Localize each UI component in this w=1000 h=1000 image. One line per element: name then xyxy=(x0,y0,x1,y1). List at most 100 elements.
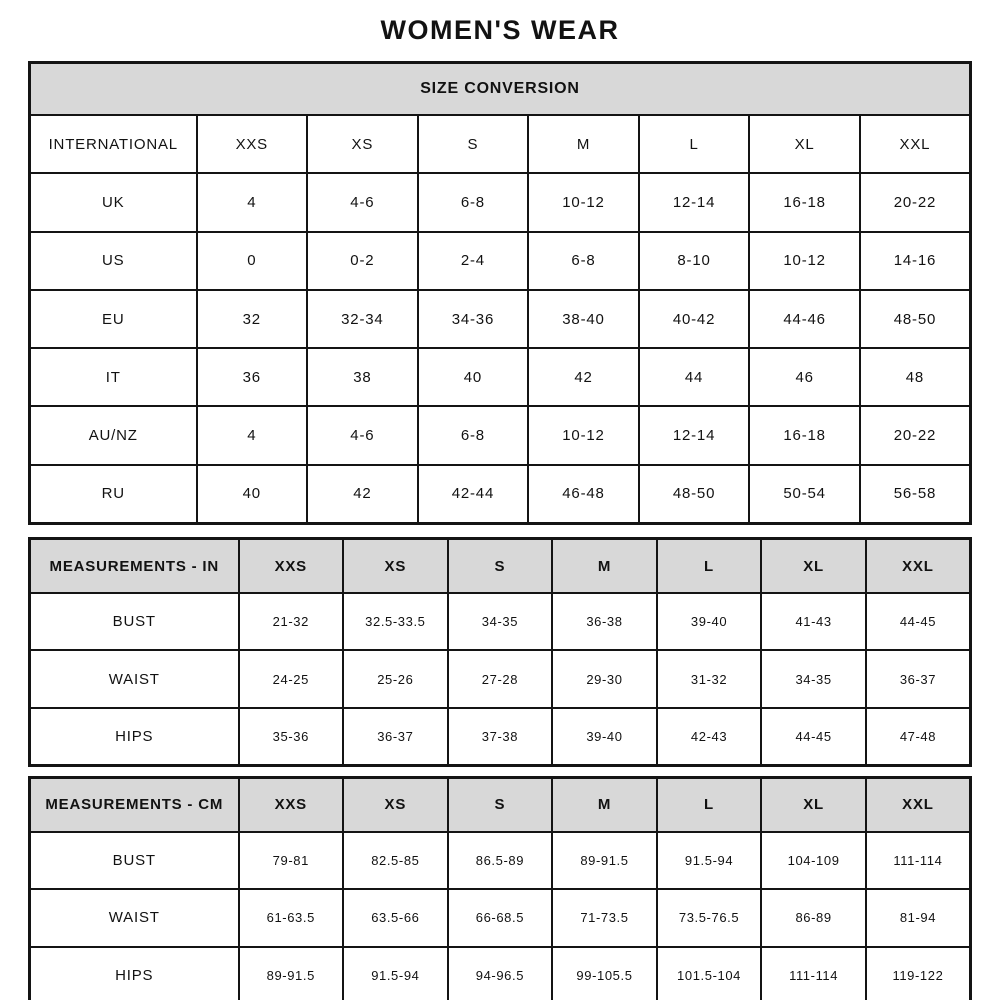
size-value: 38 xyxy=(306,347,419,408)
measurements-in-table: MEASUREMENTS - IN XXS XS S M L XL XXL BUST 21-32… xyxy=(28,537,972,767)
measurements-in-header-row: MEASUREMENTS - IN XXS XS S M L XL XXL xyxy=(28,537,972,595)
measurement-value: 86.5-89 xyxy=(446,830,554,891)
size-value: 48-50 xyxy=(858,288,972,350)
measurements-in-row: WAIST 24-25 25-26 27-28 29-30 31-32 34-35 36-37 xyxy=(28,649,972,709)
size-value: 42 xyxy=(306,463,419,525)
measurements-cm-header-row: MEASUREMENTS - CM XXS XS S M L XL XXL xyxy=(28,776,972,833)
measurements-cm-table: MEASUREMENTS - CM XXS XS S M L XL XXL BUST 79-81… xyxy=(28,775,972,1000)
measurements-in-head: MEASUREMENTS - IN XXS XS S M L XL XXL xyxy=(28,537,972,595)
measurement-value: 63.5-66 xyxy=(342,888,449,948)
measurement-value: 39-40 xyxy=(655,592,763,652)
size-column-header: XXL xyxy=(864,537,972,595)
region-label: RU xyxy=(28,463,198,525)
measurement-value: 25-26 xyxy=(342,649,449,709)
size-column-header: XS xyxy=(306,113,419,175)
measurement-value: 29-30 xyxy=(551,649,658,709)
size-value: 6-8 xyxy=(416,405,530,466)
size-column-header: S xyxy=(416,113,530,175)
size-value: 10-12 xyxy=(527,172,640,233)
measurement-value: 89-91.5 xyxy=(551,830,658,891)
size-conversion-row: AU/NZ 4 4-6 6-8 10-12 12-14 16-18 20-22 xyxy=(28,405,972,466)
region-label: US xyxy=(28,230,198,291)
size-value: 40 xyxy=(195,463,309,525)
size-column-header: L xyxy=(655,537,763,595)
size-column-header: M xyxy=(551,776,658,833)
region-label: IT xyxy=(28,347,198,408)
measurement-value: 66-68.5 xyxy=(446,888,554,948)
size-conversion-table: SIZE CONVERSION INTERNATIONAL XXS XS S M L XL X… xyxy=(28,61,972,526)
measurements-cm-row: BUST 79-81 82.5-85 86.5-89 89-91.5 91.5-94 104… xyxy=(28,830,972,891)
region-label: EU xyxy=(28,288,198,350)
size-conversion-row: RU 40 42 42-44 46-48 48-50 50-54 56-58 xyxy=(28,463,972,525)
size-column-header: XS xyxy=(342,537,449,595)
measurement-value: 99-105.5 xyxy=(551,945,658,1000)
measurement-value: 31-32 xyxy=(655,649,763,709)
measurement-value: 82.5-85 xyxy=(342,830,449,891)
system-column-header: INTERNATIONAL xyxy=(28,113,198,175)
size-value: 44-46 xyxy=(748,288,861,350)
size-column-header: L xyxy=(637,113,751,175)
measurement-value: 42-43 xyxy=(655,706,763,767)
size-value: 20-22 xyxy=(858,405,972,466)
measurement-value: 39-40 xyxy=(551,706,658,767)
size-column-header: XL xyxy=(760,776,867,833)
size-value: 48-50 xyxy=(637,463,751,525)
size-value: 4 xyxy=(195,172,309,233)
measurement-value: 41-43 xyxy=(760,592,867,652)
measurement-label: HIPS xyxy=(28,945,240,1000)
size-value: 6-8 xyxy=(527,230,640,291)
measurement-value: 35-36 xyxy=(237,706,345,767)
measurement-value: 94-96.5 xyxy=(446,945,554,1000)
measurements-cm-row: WAIST 61-63.5 63.5-66 66-68.5 71-73.5 73.5-76… xyxy=(28,888,972,948)
measurement-value: 61-63.5 xyxy=(237,888,345,948)
measurement-value: 34-35 xyxy=(446,592,554,652)
measurement-value: 73.5-76.5 xyxy=(655,888,763,948)
measurement-value: 91.5-94 xyxy=(342,945,449,1000)
size-column-header: S xyxy=(446,537,554,595)
size-value: 48 xyxy=(858,347,972,408)
measurements-cm-title: MEASUREMENTS - CM xyxy=(28,776,240,833)
size-value: 8-10 xyxy=(637,230,751,291)
measurement-value: 89-91.5 xyxy=(237,945,345,1000)
size-value: 32 xyxy=(195,288,309,350)
size-conversion-row: UK 4 4-6 6-8 10-12 12-14 16-18 20-22 xyxy=(28,172,972,233)
size-value: 50-54 xyxy=(748,463,861,525)
measurements-cm-row: HIPS 89-91.5 91.5-94 94-96.5 99-105.5 101.5-1… xyxy=(28,945,972,1000)
measurement-value: 86-89 xyxy=(760,888,867,948)
size-column-header: XL xyxy=(760,537,867,595)
size-column-header: XXL xyxy=(858,113,972,175)
size-value: 12-14 xyxy=(637,172,751,233)
size-value: 14-16 xyxy=(858,230,972,291)
size-value: 4 xyxy=(195,405,309,466)
size-column-header: M xyxy=(527,113,640,175)
measurement-value: 36-38 xyxy=(551,592,658,652)
measurement-value: 36-37 xyxy=(342,706,449,767)
size-column-header: XS xyxy=(342,776,449,833)
measurements-in-body: BUST 21-32 32.5-33.5 34-35 36-38 39-40 41-43 44… xyxy=(28,592,972,767)
size-value: 6-8 xyxy=(416,172,530,233)
size-value: 38-40 xyxy=(527,288,640,350)
measurements-in-row: HIPS 35-36 36-37 37-38 39-40 42-43 44-45 47-48 xyxy=(28,706,972,767)
measurement-value: 34-35 xyxy=(760,649,867,709)
measurement-label: HIPS xyxy=(28,706,240,767)
size-column-header: S xyxy=(446,776,554,833)
size-column-header: XXS xyxy=(237,776,345,833)
measurement-value: 111-114 xyxy=(760,945,867,1000)
measurement-value: 24-25 xyxy=(237,649,345,709)
size-value: 36 xyxy=(195,347,309,408)
measurement-value: 21-32 xyxy=(237,592,345,652)
page-title: WOMEN'S WEAR xyxy=(380,15,620,45)
size-value: 12-14 xyxy=(637,405,751,466)
size-value: 40-42 xyxy=(637,288,751,350)
size-value: 20-22 xyxy=(858,172,972,233)
measurement-value: 32.5-33.5 xyxy=(342,592,449,652)
measurement-value: 27-28 xyxy=(446,649,554,709)
measurement-value: 79-81 xyxy=(237,830,345,891)
size-conversion-row: IT 36 38 40 42 44 46 48 xyxy=(28,347,972,408)
measurement-value: 37-38 xyxy=(446,706,554,767)
size-value: 0 xyxy=(195,230,309,291)
measurement-label: BUST xyxy=(28,830,240,891)
size-value: 16-18 xyxy=(748,405,861,466)
size-value: 32-34 xyxy=(306,288,419,350)
